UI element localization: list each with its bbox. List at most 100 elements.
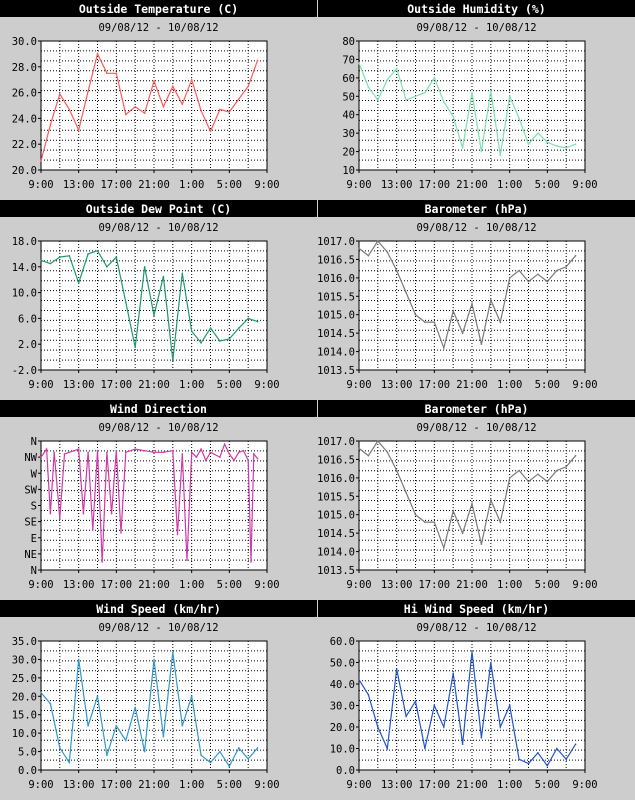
y-tick-label: 35.0 (12, 636, 37, 648)
y-tick-label: 20 (342, 147, 355, 159)
y-tick-label: -2.0 (12, 365, 37, 377)
data-point (386, 451, 389, 453)
data-point (433, 77, 436, 79)
data-point (395, 469, 398, 472)
chart-panel-7: Hi Wind Speed (km/hr) 09/08/12 - 10/08/12… (318, 600, 635, 798)
data-point (443, 101, 445, 103)
data-point (358, 247, 360, 250)
data-point (250, 561, 252, 563)
chart-subtitle: 09/08/12 - 10/08/12 (98, 422, 218, 434)
chart-title: Outside Humidity (%) (407, 2, 545, 16)
data-point (358, 62, 360, 64)
x-tick-label: 9:00 (28, 379, 53, 391)
data-point (556, 145, 558, 147)
data-point (386, 78, 389, 81)
x-tick-label: 17:00 (419, 179, 451, 191)
data-point (518, 758, 520, 761)
data-point (110, 512, 113, 515)
y-tick-label: 80 (342, 36, 355, 48)
data-point (405, 715, 407, 718)
data-point (461, 332, 464, 334)
data-point (106, 72, 108, 75)
data-point (377, 726, 379, 728)
data-point (162, 275, 165, 278)
data-point (508, 95, 511, 98)
chart-subtitle: 09/08/12 - 10/08/12 (416, 422, 536, 434)
y-tick-label: 1016.5 (317, 454, 355, 466)
y-tick-label: 1014.0 (317, 347, 355, 359)
data-point (386, 747, 389, 750)
y-tick-label: 1016.5 (317, 254, 355, 266)
data-point (82, 512, 85, 515)
x-tick-label: 21:00 (456, 579, 488, 591)
data-point (480, 150, 483, 153)
x-tick-label: 1:00 (179, 579, 204, 591)
data-point (134, 346, 136, 349)
y-tick-label: S (31, 501, 37, 513)
data-point (115, 256, 118, 258)
data-point (181, 453, 184, 455)
data-point (247, 85, 249, 87)
data-point (367, 454, 370, 457)
data-point (77, 129, 80, 131)
data-point (537, 473, 539, 476)
y-tick-label: 0.0 (336, 765, 355, 777)
x-tick-label: 9:00 (572, 579, 597, 591)
panel-header (318, 600, 635, 617)
data-point (537, 752, 539, 754)
data-point (153, 80, 155, 82)
data-point (518, 469, 520, 472)
data-point (96, 249, 99, 252)
x-tick-label: 5:00 (217, 779, 242, 791)
x-tick-label: 5:00 (217, 579, 242, 591)
data-point (480, 343, 483, 346)
data-point (546, 480, 549, 483)
panel-header (0, 200, 317, 217)
data-point (115, 72, 118, 75)
data-point (377, 440, 379, 442)
x-tick-label: 17:00 (419, 579, 451, 591)
x-tick-label: 5:00 (217, 379, 242, 391)
y-tick-label: 26.0 (12, 88, 37, 100)
chart-panel-6: Wind Speed (km/hr) 09/08/12 - 10/08/12 9:0… (0, 600, 317, 798)
data-point (40, 160, 42, 162)
data-point (377, 240, 379, 242)
y-tick-label: 18.0 (12, 236, 37, 248)
y-tick-label: 10.0 (12, 288, 37, 300)
y-tick-label: E (31, 533, 37, 545)
data-point (490, 499, 492, 501)
chart-subtitle: 09/08/12 - 10/08/12 (98, 622, 218, 634)
data-point (77, 448, 80, 450)
chart-subtitle: 09/08/12 - 10/08/12 (98, 222, 218, 234)
data-point (172, 449, 174, 452)
data-point (452, 672, 455, 675)
data-point (424, 521, 426, 523)
data-point (228, 338, 231, 340)
data-point (471, 651, 473, 653)
x-tick-label: 13:00 (381, 179, 413, 191)
panel-header (0, 0, 317, 17)
data-point (125, 739, 127, 742)
data-point (209, 130, 212, 133)
data-point (53, 451, 55, 454)
data-point (115, 725, 118, 727)
chart-panel-2: Outside Dew Point (C) 09/08/12 - 10/08/12… (0, 200, 317, 398)
data-point (461, 532, 464, 534)
x-tick-label: 9:00 (572, 179, 597, 191)
y-tick-label: 2.0 (18, 339, 37, 351)
x-tick-label: 9:00 (572, 779, 597, 791)
data-point (238, 98, 240, 100)
x-tick-label: 5:00 (217, 179, 242, 191)
data-point (443, 726, 445, 728)
series-line (40, 442, 259, 562)
data-point (68, 108, 71, 111)
series-line (40, 52, 259, 162)
data-point (414, 700, 417, 702)
y-tick-label: 50.0 (330, 658, 355, 670)
panel-header (318, 400, 635, 417)
data-point (49, 512, 52, 515)
data-point (527, 762, 530, 765)
data-point (143, 449, 146, 452)
chart-title: Wind Speed (km/hr) (96, 602, 221, 616)
